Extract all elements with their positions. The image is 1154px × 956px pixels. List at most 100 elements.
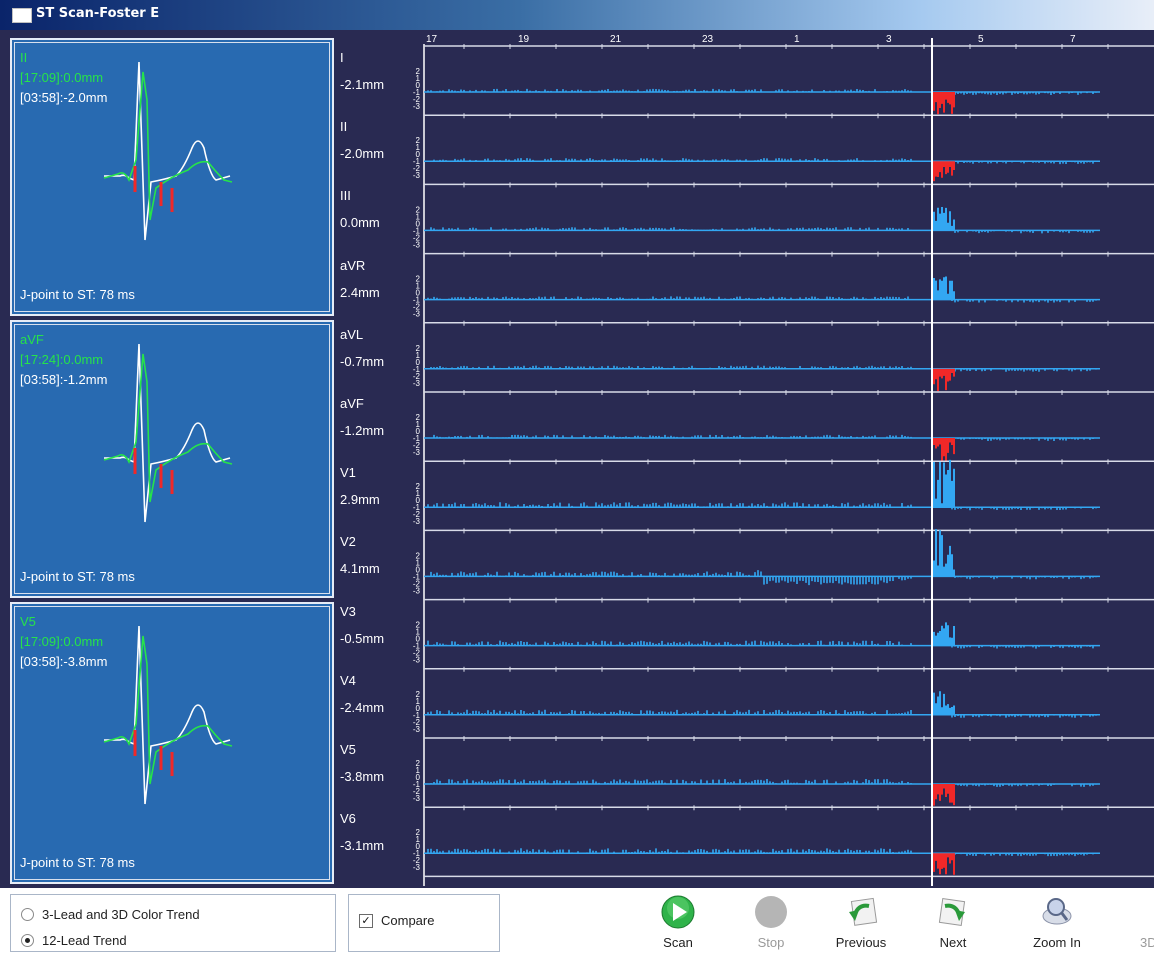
reference-beat-trace (103, 353, 233, 503)
y-tick-label: 0 (416, 565, 421, 574)
lead-panel-v5: V5 [17:09]:0.0mm [03:58]:-3.8mm J-point … (10, 602, 334, 884)
y-tick-label: -3 (413, 725, 421, 734)
previous-button[interactable]: Previous (826, 894, 896, 952)
lead-name-avr: aVR (340, 257, 366, 273)
radio-12-lead[interactable]: 12-Lead Trend (21, 933, 127, 948)
y-tick-label: -3 (413, 586, 421, 595)
y-tick-label: -2 (413, 303, 421, 312)
stop-icon (755, 896, 787, 928)
trend-strip-v2[interactable]: 210-1-2-3 (413, 528, 1154, 595)
y-tick-label: -2 (413, 441, 421, 450)
y-tick-label: -3 (413, 794, 421, 803)
x-tick-label: 17 (426, 34, 438, 45)
lead-name-iii: III (340, 188, 351, 204)
panel-jpoint-text: J-point to ST: 78 ms (20, 855, 135, 870)
y-tick-label: 0 (416, 358, 421, 367)
x-tick-label: 3 (886, 34, 892, 45)
3d-button[interactable]: 3D (1110, 894, 1154, 952)
lead-name-v2: V2 (340, 534, 356, 550)
y-tick-label: -1 (413, 157, 421, 166)
trend-strip-v3[interactable]: 210-1-2-3 (413, 597, 1154, 665)
panel-reference-value: [03:58]:-3.8mm (20, 654, 108, 669)
y-tick-label: 0 (416, 773, 421, 782)
y-tick-label: -3 (413, 171, 421, 180)
next-label: Next (939, 935, 967, 950)
ecg-complex-ii (103, 61, 233, 241)
x-tick-label: 5 (978, 34, 984, 45)
y-tick-label: 0 (416, 842, 421, 851)
lead-name-v6: V6 (340, 811, 356, 827)
st-event-burst (933, 622, 955, 646)
x-tick-label: 21 (610, 34, 622, 45)
y-tick-label: -2 (413, 372, 421, 381)
play-icon (661, 895, 695, 929)
st-event-burst (933, 92, 955, 115)
compare-checkbox[interactable]: ✓ (359, 913, 373, 928)
panel-current-value: [17:09]:0.0mm (20, 634, 104, 649)
st-trend-trace (427, 848, 1097, 857)
trend-strip-i[interactable]: 210-1-2-3 (413, 44, 1154, 115)
panel-reference-value: [03:58]:-2.0mm (20, 90, 108, 105)
trend-strip-v1[interactable]: 210-1-2-3 (413, 459, 1154, 526)
panel-lead-name: aVF (20, 332, 44, 347)
previous-arrow-icon (849, 897, 878, 926)
app-icon (12, 8, 32, 23)
y-tick-label: 1 (416, 74, 421, 83)
x-tick-label: 19 (518, 34, 530, 45)
radio-circle[interactable] (21, 908, 34, 921)
stop-button[interactable]: Stop (736, 894, 806, 952)
current-beat-trace (104, 61, 231, 241)
next-arrow-icon (938, 898, 966, 926)
trend-strip-iii[interactable]: 210-1-2-3 (413, 182, 1154, 249)
zoom-in-label: Zoom In (1033, 935, 1081, 950)
current-beat-trace (104, 343, 231, 523)
lead-name-v5: V5 (340, 742, 356, 757)
scan-label: Scan (663, 935, 693, 950)
compare-checkbox-row[interactable]: ✓ Compare (359, 913, 434, 928)
y-tick-label: 0 (416, 704, 421, 713)
y-tick-label: -2 (413, 856, 421, 865)
next-button[interactable]: Next (918, 894, 988, 952)
trend-strip-v6[interactable]: 210-1-2-3 (413, 805, 1154, 875)
zoom-in-icon (1042, 898, 1072, 925)
y-tick-label: 1 (416, 420, 421, 429)
trend-strip-v5[interactable]: 210-1-2-3 (413, 736, 1154, 806)
y-tick-label: 1 (416, 835, 421, 844)
zoom-in-button[interactable]: Zoom In (1022, 894, 1092, 952)
st-trend-chart[interactable]: 17 19 21 23 1 3 5 7210-1-2-3210-1-2-3210-1-2-32… (332, 30, 1154, 888)
radio-circle[interactable] (21, 934, 34, 947)
lead-value-v3: -0.5mm (340, 630, 385, 646)
st-event-burst (933, 784, 955, 806)
scan-button[interactable]: Scan (643, 894, 713, 952)
y-tick-label: 0 (416, 81, 421, 90)
lead-value-v2: 4.1mm (340, 561, 380, 577)
lead-name-avl: aVL (340, 326, 364, 342)
trend-strip-avf[interactable]: 210-1-2-3 (413, 390, 1154, 462)
y-tick-label: -2 (413, 718, 421, 727)
y-tick-label: 0 (416, 150, 421, 159)
y-tick-label: 2 (416, 690, 421, 699)
trend-strip-v4[interactable]: 210-1-2-3 (413, 666, 1154, 734)
stop-label: Stop (757, 935, 785, 950)
y-tick-label: -3 (413, 448, 421, 457)
lead-name-i: I (340, 50, 344, 65)
compare-group: ✓ Compare (348, 894, 500, 952)
y-tick-label: -1 (413, 780, 421, 789)
trend-strip-avr[interactable]: 210-1-2-3 (413, 251, 1154, 319)
y-tick-label: 2 (416, 828, 421, 837)
y-tick-label: -2 (413, 787, 421, 796)
trend-strip-avl[interactable]: 210-1-2-3 (413, 320, 1154, 392)
y-tick-label: -2 (413, 164, 421, 173)
st-trend-trace (427, 434, 1097, 441)
y-tick-label: -2 (413, 510, 421, 519)
trend-strip-ii[interactable]: 210-1-2-3 (413, 113, 1154, 182)
lead-name-avf: aVF (340, 396, 364, 411)
radio-3-lead[interactable]: 3-Lead and 3D Color Trend (21, 907, 200, 922)
x-tick-label: 7 (1070, 34, 1076, 45)
y-tick-label: 2 (416, 621, 421, 630)
lead-value-ii: -2.0mm (340, 146, 385, 162)
st-event-burst (933, 207, 955, 231)
y-tick-label: 1 (416, 697, 421, 706)
lead-value-avl: -0.7mm (340, 353, 385, 369)
st-event-burst (933, 691, 955, 715)
